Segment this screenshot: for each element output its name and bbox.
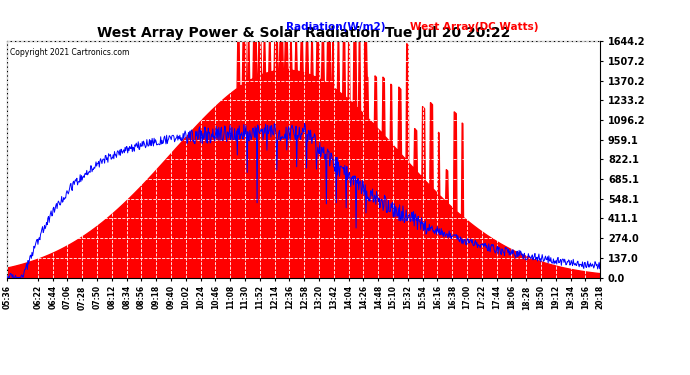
Text: West Array(DC Watts): West Array(DC Watts) xyxy=(411,22,539,32)
Title: West Array Power & Solar Radiation Tue Jul 20 20:22: West Array Power & Solar Radiation Tue J… xyxy=(97,26,511,40)
Text: Radiation(W/m2): Radiation(W/m2) xyxy=(286,22,385,32)
Text: Copyright 2021 Cartronics.com: Copyright 2021 Cartronics.com xyxy=(10,48,129,57)
